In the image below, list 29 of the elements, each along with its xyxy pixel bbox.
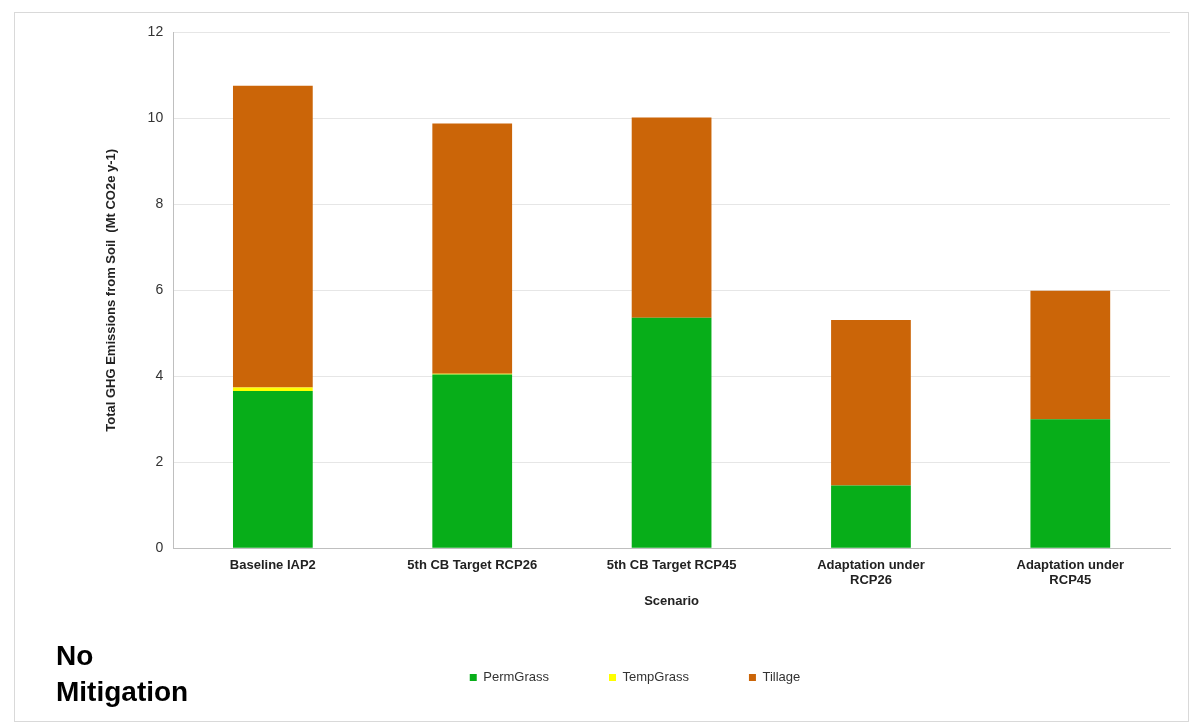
bar [432,374,513,548]
bar [831,319,911,486]
x-tick-label: 5th CB Target RCP26 [407,556,538,572]
x-tick-label: Adaptation under RCP26 [817,556,925,588]
y-tick-label: 2 [155,453,164,470]
x-tick-label: 5th CB Target RCP45 [606,556,737,572]
bar [631,117,712,318]
bar [1030,419,1111,548]
y-tick-label: 0 [155,539,164,556]
x-tick-label: Baseline IAP2 [229,556,316,572]
legend-label: TempGrass [622,669,690,685]
y-tick-label: 6 [155,281,164,298]
y-tick-label: 10 [147,109,164,126]
y-tick-label: 8 [155,195,164,212]
x-axis-title: Scenario [644,592,700,608]
y-tick-label: 12 [147,23,164,40]
text: No Mitigation [56,639,190,709]
bar [1030,290,1111,420]
y-tick-label: 4 [155,367,164,384]
legend-label: PermGrass [483,669,550,685]
bar [831,485,911,548]
bar [232,387,313,391]
y-axis-title: Total GHG Emissions from Soil (Mt CO2e y-1) [103,148,119,432]
legend-label: Tillage [762,669,801,685]
bar [232,390,313,548]
bar [631,317,712,548]
bar [232,85,313,388]
x-tick-label: Adaptation under RCP45 [1016,556,1125,588]
bar [432,123,513,374]
